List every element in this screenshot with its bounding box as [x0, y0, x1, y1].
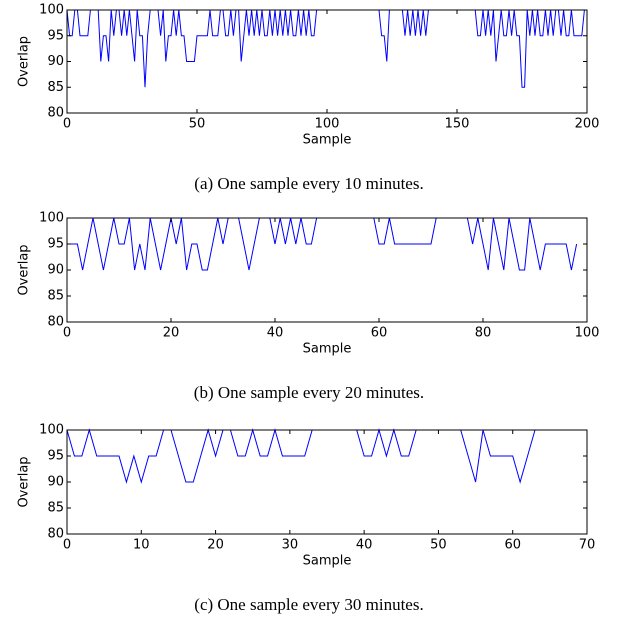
x-tick-label: 100 — [315, 117, 340, 132]
y-tick-label: 100 — [39, 423, 64, 438]
y-tick-label: 85 — [47, 289, 64, 304]
x-tick-label: 10 — [133, 538, 150, 553]
y-tick-label: 85 — [47, 501, 64, 516]
x-tick-label: 0 — [63, 538, 71, 553]
data-line — [66, 428, 550, 484]
x-tick-label: 70 — [579, 538, 596, 553]
y-axis-label: Overlap — [17, 456, 32, 507]
plot-frame — [66, 9, 588, 114]
y-tick-label: 100 — [39, 211, 64, 226]
x-tick-label: 0 — [63, 117, 71, 132]
data-line — [67, 217, 578, 271]
caption: (b) One sample every 20 minutes. — [194, 383, 424, 402]
caption: (a) One sample every 10 minutes. — [194, 174, 423, 193]
caption: (c) One sample every 30 minutes. — [194, 595, 423, 614]
x-tick-label: 0 — [63, 326, 71, 341]
y-axis-label: Overlap — [17, 244, 32, 295]
x-axis-label: Sample — [303, 133, 352, 148]
y-tick-label: 80 — [47, 527, 64, 542]
y-tick-label: 95 — [47, 28, 64, 43]
x-tick-label: 50 — [430, 538, 447, 553]
x-tick-label: 20 — [207, 538, 224, 553]
x-tick-label: 80 — [475, 326, 492, 341]
x-axis-label: Sample — [303, 554, 352, 569]
x-tick-label: 60 — [371, 326, 388, 341]
y-tick-label: 90 — [47, 54, 64, 69]
y-tick-label: 100 — [39, 3, 64, 18]
x-tick-label: 60 — [504, 538, 521, 553]
x-axis-label: Sample — [303, 342, 352, 357]
x-tick-label: 50 — [189, 117, 206, 132]
y-tick-label: 90 — [47, 475, 64, 490]
y-tick-label: 80 — [47, 315, 64, 330]
x-tick-label: 20 — [163, 326, 180, 341]
y-tick-label: 95 — [47, 237, 64, 252]
x-tick-label: 200 — [575, 117, 600, 132]
plot-frame — [66, 429, 588, 535]
y-tick-label: 80 — [47, 106, 64, 121]
x-tick-label: 150 — [445, 117, 470, 132]
y-tick-label: 95 — [47, 449, 64, 464]
y-tick-label: 85 — [47, 80, 64, 95]
data-line — [66, 9, 585, 88]
y-tick-label: 90 — [47, 263, 64, 278]
x-tick-label: 40 — [356, 538, 373, 553]
x-tick-label: 30 — [282, 538, 299, 553]
x-tick-label: 100 — [575, 326, 600, 341]
x-tick-label: 40 — [267, 326, 284, 341]
y-axis-label: Overlap — [17, 36, 32, 87]
